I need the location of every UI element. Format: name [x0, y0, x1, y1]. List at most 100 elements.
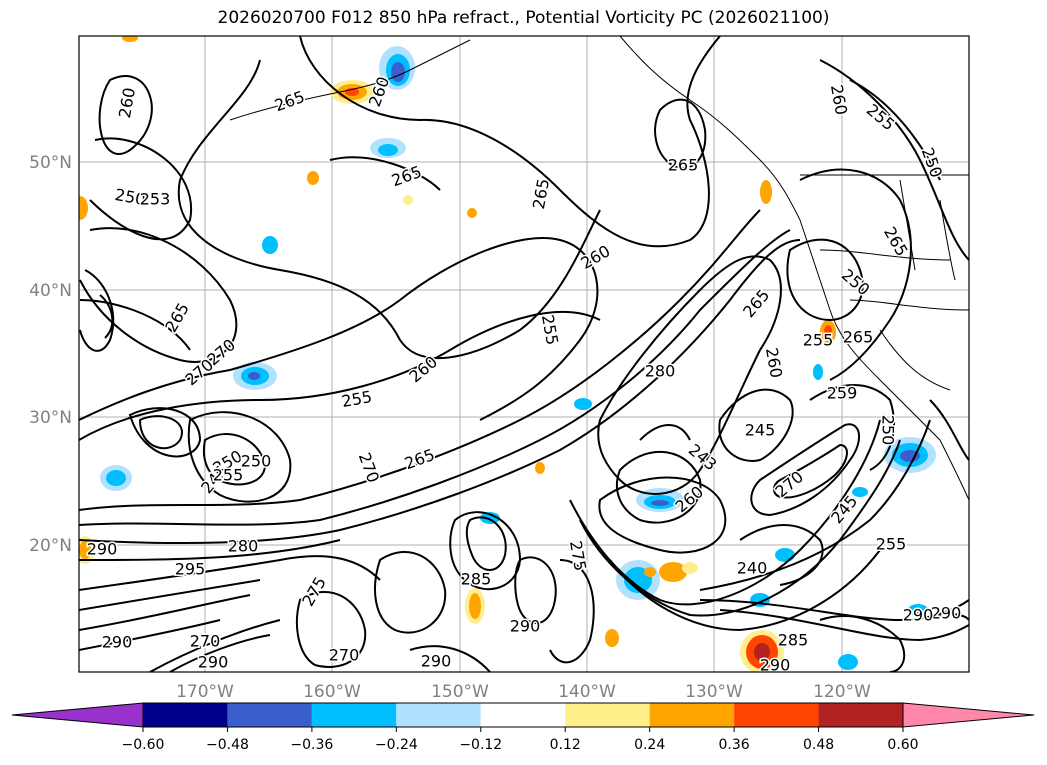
pv-positive-blob — [307, 171, 319, 185]
contour-label: 290 — [760, 656, 791, 675]
colorbar-extend-high — [902, 702, 1035, 728]
latitude-label: 50°N — [29, 153, 72, 173]
contour-label: 270 — [329, 646, 360, 665]
contour-line — [99, 294, 114, 339]
contour-label: 245 — [745, 421, 776, 440]
contour-line — [849, 79, 941, 181]
contour-line — [615, 451, 702, 524]
colorbar-swatch — [143, 703, 228, 727]
contour-label: 240 — [737, 559, 768, 578]
contour-label: 265 — [843, 328, 874, 347]
state-borders — [939, 199, 956, 281]
colorbar-tick-label: −0.36 — [290, 737, 333, 753]
contour-label: 285 — [461, 570, 492, 589]
contour-line — [202, 433, 267, 486]
longitude-label: 160°W — [303, 682, 361, 702]
colorbar-extend-low — [11, 702, 144, 728]
pv-positive-blob — [79, 196, 88, 220]
coastline-aleutians — [229, 39, 471, 121]
contour-line — [79, 555, 381, 591]
latitude-label: 30°N — [29, 408, 72, 428]
colorbar: −0.60 −0.48 −0.36 −0.24 −0.12 0.12 0.24 0.36 0.4… — [11, 702, 1035, 753]
contour-line — [773, 443, 848, 499]
colorbar-swatch — [565, 703, 650, 727]
pv-positive-blob — [535, 462, 545, 474]
contour-line — [138, 415, 183, 450]
contour-label: 255 — [803, 331, 834, 350]
pv-positive-blob — [754, 643, 770, 661]
contour-label: 290 — [87, 540, 118, 559]
pv-negative-blob — [813, 364, 823, 380]
contour-line — [79, 239, 801, 544]
pv-positive-blob — [79, 541, 91, 559]
colorbar-tick-label: 0.36 — [719, 737, 750, 753]
contour-line — [514, 556, 557, 625]
state-borders — [849, 299, 969, 311]
colorbar-swatch — [311, 703, 397, 727]
coastline-alaska-bc — [619, 36, 801, 221]
longitude-label: 120°W — [813, 682, 871, 702]
colorbar-swatch — [734, 703, 819, 727]
pv-positive-blob — [467, 208, 477, 218]
colorbar-swatch — [227, 703, 312, 727]
contour-line — [609, 549, 881, 632]
contour-line — [79, 227, 238, 363]
contour-line — [786, 238, 864, 322]
pv-positive-blob — [682, 562, 698, 574]
contour-line — [718, 388, 794, 462]
contour-label: 253 — [140, 190, 171, 209]
longitude-label: 140°W — [558, 682, 616, 702]
contour-line — [79, 619, 221, 651]
coastline-baja — [939, 439, 969, 501]
contour-line — [79, 579, 261, 611]
pv-positive-blob — [659, 562, 687, 582]
pv-negative-blob — [775, 548, 795, 562]
state-borders — [879, 329, 951, 391]
contour-label: 255 — [876, 535, 907, 554]
colorbar-tick-label: −0.48 — [206, 737, 249, 753]
contour-line — [329, 156, 441, 191]
latitude-labels: 50°N 40°N 30°N 20°N — [29, 153, 72, 556]
contour-line — [819, 615, 906, 672]
pv-positive-blob — [605, 629, 619, 647]
contour-label: 265 — [668, 156, 699, 175]
coastline-us-west — [799, 219, 941, 441]
contour-line — [929, 399, 969, 461]
contour-label: 290 — [903, 606, 934, 625]
contour-line — [296, 590, 367, 668]
contour-line — [799, 168, 912, 381]
longitude-labels: 170°W 160°W 150°W 140°W 130°W 120°W — [176, 682, 871, 702]
contour-label: 250 — [241, 452, 272, 471]
contour-line — [409, 645, 491, 672]
pv-negative-blob — [262, 236, 278, 254]
pv-positive-blob — [644, 567, 656, 577]
longitude-label: 150°W — [431, 682, 489, 702]
contour-label: 250 — [879, 415, 898, 446]
contour-line — [374, 550, 447, 634]
pv-negative-blob — [900, 450, 920, 462]
contour-line — [89, 137, 193, 241]
longitude-label: 170°W — [176, 682, 234, 702]
colorbar-tick-label: 0.60 — [887, 737, 918, 753]
pv-negative-blob — [908, 604, 928, 616]
colorbar-tick-label: −0.12 — [459, 737, 502, 753]
pv-negative-blob — [651, 500, 669, 506]
pv-positive-blob — [469, 593, 481, 619]
contour-line — [79, 594, 251, 631]
colorbar-tick-label: 0.12 — [550, 737, 581, 753]
contour-line — [465, 516, 507, 571]
pv-negative-blob — [574, 398, 592, 410]
pv-negative-blob — [852, 487, 868, 497]
contour-line — [149, 619, 281, 672]
contour-label: 290 — [198, 653, 229, 672]
colorbar-swatch — [480, 703, 566, 727]
contour-line — [169, 634, 271, 672]
contour-label: 290 — [931, 604, 962, 623]
contour-label: 259 — [827, 384, 858, 403]
contour-line — [719, 609, 969, 642]
pv-negative-blob — [106, 470, 126, 486]
coastlines — [229, 36, 969, 501]
contour-line — [549, 559, 595, 664]
contour-label: 295 — [175, 560, 206, 579]
